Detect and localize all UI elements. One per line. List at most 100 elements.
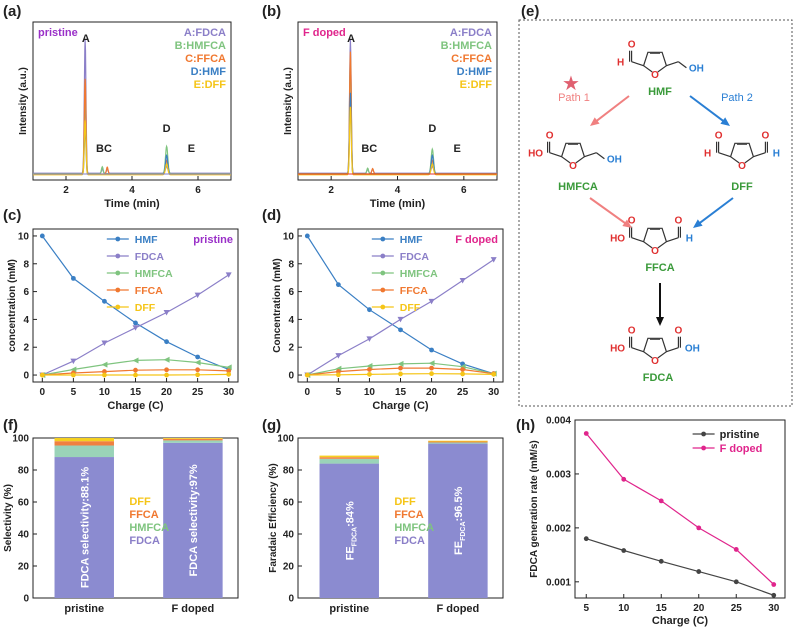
y-tick-label: 4	[288, 315, 294, 326]
data-point	[583, 431, 589, 436]
x-tick-label: 2	[63, 185, 69, 196]
arrow-path1	[594, 95, 630, 124]
legend-entry: DFF	[400, 302, 421, 314]
data-point	[39, 372, 45, 378]
y-tick-label: 40	[283, 530, 295, 541]
x-axis-label: Time (min)	[104, 198, 160, 210]
data-point	[195, 354, 201, 360]
compound-label-fdca: FDCA	[643, 372, 674, 384]
legend-entry: FFCA	[135, 285, 163, 297]
peak-label: E	[454, 143, 461, 155]
data-point	[39, 233, 45, 239]
reaction-scheme: OOHOHHMFOOHOOHHMFCAOOHOHDFFOOHOOHFFCAOOH…	[518, 19, 793, 407]
legend-marker	[115, 270, 121, 276]
data-point	[133, 372, 138, 378]
x-tick-label: 10	[99, 387, 111, 398]
legend-marker	[115, 304, 121, 310]
scheme-frame	[518, 19, 793, 407]
legend-marker	[380, 304, 386, 310]
arrow-hmfca-ffca-head	[622, 219, 632, 228]
atom-o: O	[675, 326, 683, 337]
plot-frame	[32, 437, 239, 599]
bar-segment	[163, 440, 223, 443]
fe-sub: FDCA	[460, 521, 467, 540]
data-point	[771, 592, 777, 598]
peak-label: BC	[361, 143, 377, 155]
arrow-path1-head	[590, 117, 600, 126]
data-point	[101, 361, 108, 368]
data-point	[335, 282, 341, 288]
ring-oxygen: O	[651, 356, 659, 367]
atom-o: O	[762, 131, 770, 142]
y-axis-label: concentration (mM)	[7, 259, 18, 352]
x-tick-label: 2	[328, 185, 334, 196]
atom-o: O	[546, 131, 554, 142]
data-point	[367, 307, 372, 313]
bar-annotation: FDCA selectivity:97%	[188, 464, 200, 576]
arrow-path2	[689, 95, 726, 124]
y-tick-label: 10	[18, 231, 30, 242]
x-tick-label: 15	[130, 387, 142, 398]
legend-entry: HMFCA	[129, 522, 169, 534]
legend-entry: FFCA	[394, 509, 423, 521]
y-tick-label: 40	[18, 530, 30, 541]
data-point	[164, 367, 169, 373]
legend-entry: D:HMF	[191, 66, 227, 78]
atom-oh: OH	[685, 344, 700, 355]
x-tick-label: 15	[395, 387, 407, 398]
data-point	[429, 365, 434, 371]
star-icon: ★	[562, 73, 580, 95]
data-point	[428, 360, 435, 367]
x-tick-label: 30	[223, 387, 235, 398]
bond	[753, 152, 766, 158]
bond	[678, 61, 687, 69]
y-tick-label: 0	[23, 371, 29, 382]
bar-annotation: FEFDCA:84%	[344, 501, 358, 560]
ring-oxygen: O	[569, 161, 577, 172]
legend-marker	[701, 431, 706, 437]
y-tick-label: 2	[23, 343, 29, 354]
plot-frame	[297, 437, 504, 599]
y-tick-label: 80	[18, 466, 30, 477]
x-tick-label: 6	[461, 185, 467, 196]
y-tick-label: 60	[283, 498, 295, 509]
legend-entry: DFF	[135, 302, 156, 314]
bond	[631, 347, 644, 353]
y-axis-label: Selectivity (%)	[3, 484, 14, 552]
y-tick-label: 2	[288, 343, 294, 354]
x-tick-label: pristine	[64, 603, 104, 615]
data-point	[696, 525, 702, 531]
y-tick-label: 8	[23, 259, 29, 270]
data-point	[459, 277, 466, 284]
chromatogram-trace	[33, 126, 231, 175]
x-axis-label: Charge (C)	[372, 400, 429, 412]
arrow-ffca-fdca-head	[656, 317, 664, 326]
data-point	[132, 357, 139, 364]
peak-label: D	[428, 123, 436, 135]
data-point	[194, 359, 201, 366]
x-tick-label: 20	[426, 387, 438, 398]
data-point	[658, 498, 664, 504]
data-point	[194, 292, 201, 299]
bar-annotation: FEFDCA:96.5%	[453, 486, 467, 555]
furan-ring	[729, 142, 755, 166]
bar-segment	[54, 438, 114, 442]
x-tick-label: 20	[161, 387, 173, 398]
data-point	[398, 371, 403, 377]
x-tick-label: 10	[364, 387, 376, 398]
data-point	[164, 372, 169, 378]
x-tick-label: 6	[195, 185, 201, 196]
data-point	[225, 364, 232, 371]
x-tick-label: 4	[395, 185, 401, 196]
ring-oxygen: O	[651, 246, 659, 257]
ring-o-bg	[651, 246, 659, 254]
legend-entry: DFF	[129, 496, 151, 508]
bar-segment	[319, 458, 379, 464]
panel-label-f: (f)	[3, 417, 18, 434]
furan-ring	[642, 337, 668, 361]
x-tick-label: 30	[768, 603, 780, 614]
bar-annotation: FDCA selectivity:88.1%	[79, 467, 91, 588]
peak-label: A	[347, 33, 355, 45]
bar-segment	[428, 441, 488, 443]
